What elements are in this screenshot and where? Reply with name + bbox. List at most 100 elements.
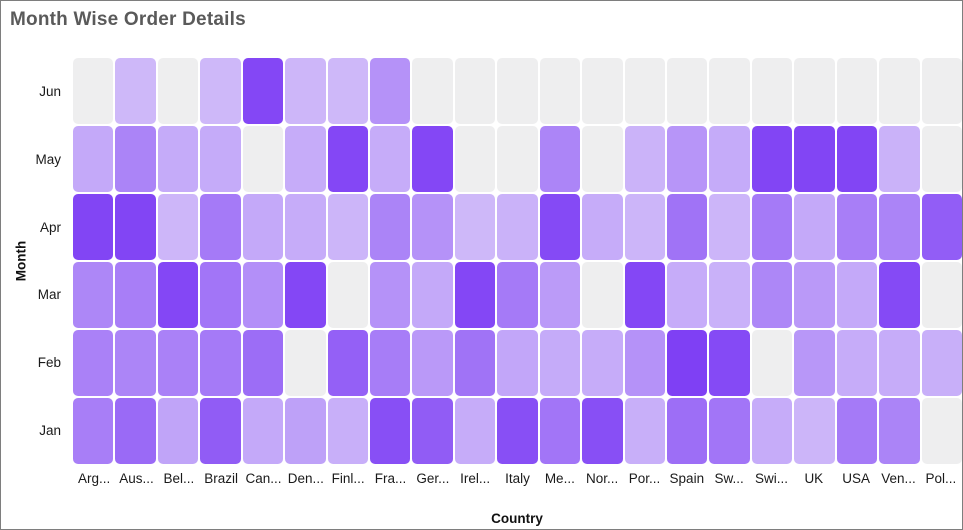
heatmap-cell[interactable] <box>157 262 199 328</box>
heatmap-cell[interactable] <box>285 330 326 396</box>
heatmap-cell[interactable] <box>836 262 878 328</box>
heatmap-cell[interactable] <box>709 330 750 396</box>
heatmap-cell[interactable] <box>751 58 793 124</box>
heatmap-cell[interactable] <box>666 330 708 396</box>
heatmap-cell[interactable] <box>327 194 368 260</box>
heatmap-cell[interactable] <box>412 262 453 328</box>
heatmap-cell[interactable] <box>582 330 623 396</box>
heatmap-cell[interactable] <box>497 262 538 328</box>
heatmap-cell[interactable] <box>73 126 114 192</box>
heatmap-cell[interactable] <box>921 126 962 192</box>
heatmap-cell[interactable] <box>454 262 496 328</box>
heatmap-cell[interactable] <box>200 126 241 192</box>
heatmap-cell[interactable] <box>369 262 411 328</box>
heatmap-cell[interactable] <box>836 126 878 192</box>
heatmap-cell[interactable] <box>497 330 538 396</box>
heatmap-cell[interactable] <box>369 398 411 464</box>
heatmap-cell[interactable] <box>751 398 793 464</box>
heatmap-cell[interactable] <box>242 398 284 464</box>
heatmap-cell[interactable] <box>285 58 326 124</box>
heatmap-cell[interactable] <box>921 330 962 396</box>
heatmap-cell[interactable] <box>666 126 708 192</box>
heatmap-cell[interactable] <box>794 126 835 192</box>
heatmap-cell[interactable] <box>582 262 623 328</box>
heatmap-cell[interactable] <box>582 58 623 124</box>
heatmap-cell[interactable] <box>624 398 665 464</box>
heatmap-cell[interactable] <box>709 398 750 464</box>
heatmap-cell[interactable] <box>751 330 793 396</box>
heatmap-cell[interactable] <box>285 126 326 192</box>
heatmap-cell[interactable] <box>369 58 411 124</box>
heatmap-cell[interactable] <box>624 58 665 124</box>
heatmap-cell[interactable] <box>327 330 368 396</box>
heatmap-cell[interactable] <box>115 262 156 328</box>
heatmap-cell[interactable] <box>709 58 750 124</box>
heatmap-cell[interactable] <box>369 126 411 192</box>
heatmap-cell[interactable] <box>285 194 326 260</box>
heatmap-cell[interactable] <box>709 194 750 260</box>
heatmap-cell[interactable] <box>115 398 156 464</box>
heatmap-cell[interactable] <box>582 126 623 192</box>
heatmap-cell[interactable] <box>412 398 453 464</box>
heatmap-cell[interactable] <box>157 194 199 260</box>
heatmap-cell[interactable] <box>794 194 835 260</box>
heatmap-cell[interactable] <box>242 58 284 124</box>
heatmap-cell[interactable] <box>794 58 835 124</box>
heatmap-cell[interactable] <box>200 58 241 124</box>
heatmap-cell[interactable] <box>794 262 835 328</box>
heatmap-cell[interactable] <box>200 398 241 464</box>
heatmap-cell[interactable] <box>200 194 241 260</box>
heatmap-cell[interactable] <box>921 194 962 260</box>
heatmap-cell[interactable] <box>709 262 750 328</box>
heatmap-cell[interactable] <box>73 398 114 464</box>
heatmap-cell[interactable] <box>582 194 623 260</box>
heatmap-cell[interactable] <box>157 126 199 192</box>
heatmap-cell[interactable] <box>879 126 920 192</box>
heatmap-cell[interactable] <box>242 262 284 328</box>
heatmap-cell[interactable] <box>539 58 581 124</box>
heatmap-cell[interactable] <box>879 398 920 464</box>
heatmap-cell[interactable] <box>157 58 199 124</box>
heatmap-cell[interactable] <box>539 398 581 464</box>
heatmap-cell[interactable] <box>115 58 156 124</box>
heatmap-cell[interactable] <box>666 194 708 260</box>
heatmap-cell[interactable] <box>242 194 284 260</box>
heatmap-cell[interactable] <box>751 126 793 192</box>
heatmap-cell[interactable] <box>200 330 241 396</box>
heatmap-cell[interactable] <box>836 194 878 260</box>
heatmap-cell[interactable] <box>624 330 665 396</box>
heatmap-cell[interactable] <box>73 194 114 260</box>
heatmap-cell[interactable] <box>497 126 538 192</box>
heatmap-cell[interactable] <box>327 262 368 328</box>
heatmap-cell[interactable] <box>666 398 708 464</box>
heatmap-cell[interactable] <box>412 330 453 396</box>
heatmap-cell[interactable] <box>285 398 326 464</box>
heatmap-cell[interactable] <box>624 262 665 328</box>
heatmap-cell[interactable] <box>115 126 156 192</box>
heatmap-cell[interactable] <box>327 126 368 192</box>
heatmap-cell[interactable] <box>242 330 284 396</box>
heatmap-cell[interactable] <box>369 330 411 396</box>
heatmap-cell[interactable] <box>200 262 241 328</box>
heatmap-cell[interactable] <box>666 58 708 124</box>
heatmap-cell[interactable] <box>73 330 114 396</box>
heatmap-cell[interactable] <box>369 194 411 260</box>
heatmap-cell[interactable] <box>836 330 878 396</box>
heatmap-cell[interactable] <box>624 194 665 260</box>
heatmap-cell[interactable] <box>666 262 708 328</box>
heatmap-cell[interactable] <box>412 194 453 260</box>
heatmap-cell[interactable] <box>454 126 496 192</box>
heatmap-cell[interactable] <box>794 330 835 396</box>
heatmap-cell[interactable] <box>157 330 199 396</box>
heatmap-cell[interactable] <box>709 126 750 192</box>
heatmap-cell[interactable] <box>582 398 623 464</box>
heatmap-cell[interactable] <box>539 126 581 192</box>
heatmap-cell[interactable] <box>879 194 920 260</box>
heatmap-cell[interactable] <box>157 398 199 464</box>
heatmap-cell[interactable] <box>73 262 114 328</box>
heatmap-cell[interactable] <box>454 330 496 396</box>
heatmap-cell[interactable] <box>921 58 962 124</box>
heatmap-cell[interactable] <box>242 126 284 192</box>
heatmap-cell[interactable] <box>751 194 793 260</box>
heatmap-cell[interactable] <box>115 330 156 396</box>
